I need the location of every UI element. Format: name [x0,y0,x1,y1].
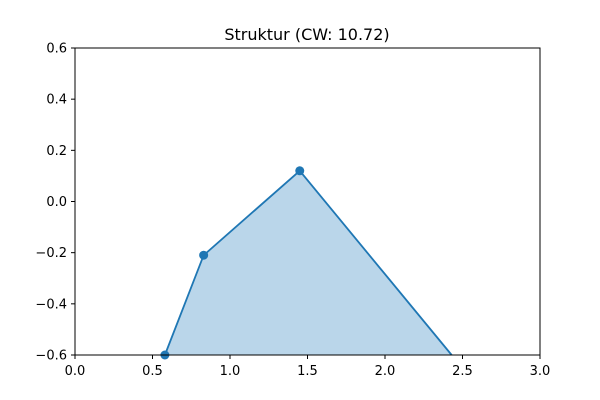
series-line [164,169,453,356]
x-tick-label: 1.0 [220,364,241,379]
x-tick-label: 1.5 [297,364,318,379]
y-tick-label: 0.4 [46,93,67,108]
chart-title: Struktur (CW: 10.72) [224,25,389,44]
area-fill [164,170,452,355]
x-tick-label: 2.0 [375,364,396,379]
y-tick-label: 0.6 [46,42,67,57]
plot-frame [74,47,541,356]
x-tick-label: 3.0 [530,364,551,379]
x-tick-label: 2.5 [452,364,473,379]
y-tick-label: 0.2 [46,144,67,159]
y-tick-label: −0.2 [35,246,67,261]
y-tick-label: −0.6 [35,349,67,364]
y-tick-label: −0.4 [35,297,67,312]
x-axis: 0.0 0.5 1.0 1.5 2.0 2.5 3.0 [65,355,551,379]
data-point [295,166,305,176]
data-point [199,250,209,260]
plot-area [160,166,453,360]
y-axis: −0.6 −0.4 −0.2 0.0 0.2 0.4 0.6 [35,42,75,364]
x-tick-label: 0.5 [142,364,163,379]
y-tick-label: 0.0 [46,195,67,210]
x-tick-label: 0.0 [65,364,86,379]
